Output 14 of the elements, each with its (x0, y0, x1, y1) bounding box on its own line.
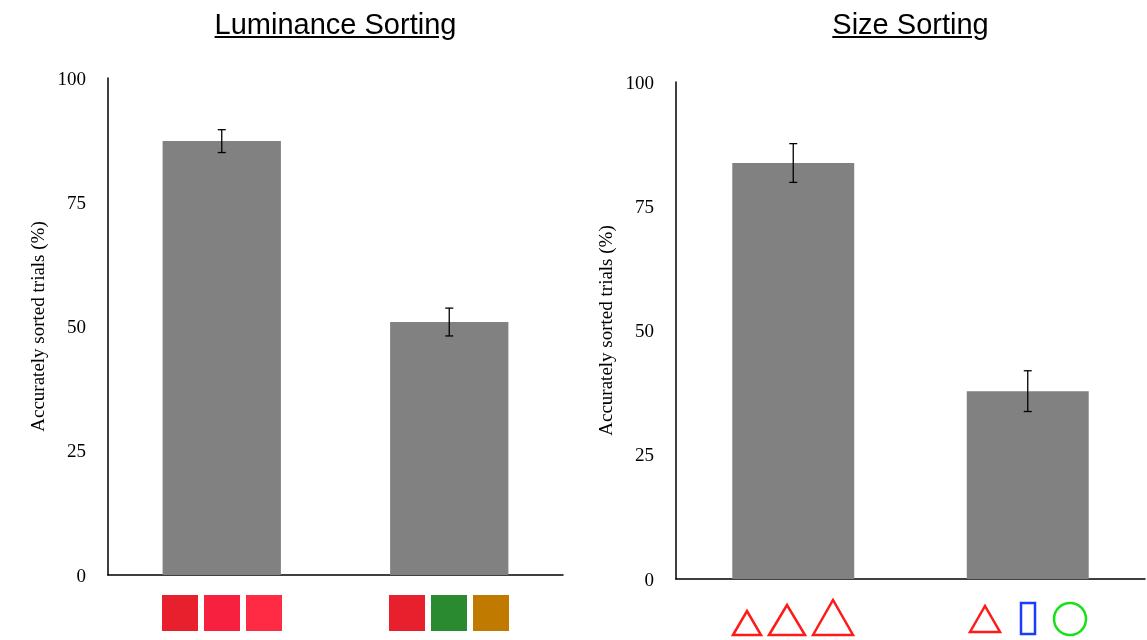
y-tick-label: 50 (635, 320, 654, 341)
y-axis-title: Accurately sorted trials (%) (26, 221, 49, 432)
chart-title: Size Sorting (832, 8, 989, 41)
y-tick-label: 25 (67, 440, 86, 462)
chart-title: Luminance Sorting (214, 8, 457, 41)
y-tick-label: 25 (635, 444, 654, 466)
y-axis-title: Accurately sorted trials (%) (594, 225, 617, 436)
y-tick-label: 75 (67, 191, 86, 213)
y-tick-label: 100 (57, 67, 86, 89)
y-tick-label: 100 (625, 71, 654, 93)
y-tick-label: 50 (67, 316, 86, 337)
y-tick-label: 0 (76, 564, 86, 586)
y-tick-label: 0 (644, 568, 654, 590)
y-tick-label: 75 (635, 195, 654, 217)
